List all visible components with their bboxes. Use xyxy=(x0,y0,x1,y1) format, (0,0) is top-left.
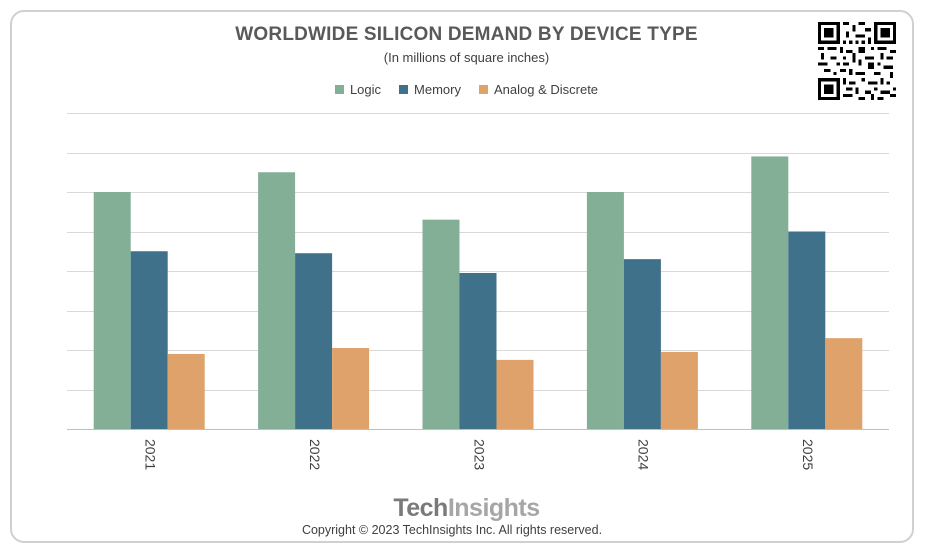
x-tick-label-2024: 2024 xyxy=(636,439,652,470)
bar-analog-discrete-2023 xyxy=(496,359,534,429)
chart-subtitle: (In millions of square inches) xyxy=(383,50,550,65)
legend-swatch-memory xyxy=(399,85,409,94)
x-tick-label-2022: 2022 xyxy=(307,439,323,470)
bars xyxy=(93,156,863,429)
bar-analog-discrete-2021 xyxy=(167,353,205,429)
bar-memory-2024 xyxy=(623,259,661,429)
bar-analog-discrete-2022 xyxy=(332,348,370,429)
brand-insights: Insights xyxy=(447,494,540,522)
legend-swatch-analog-discrete xyxy=(478,85,488,94)
bar-logic-2022 xyxy=(258,172,296,429)
copyright-text: Copyright © 2023 TechInsights Inc. All r… xyxy=(301,523,603,537)
techinsights-logo: TechInsights xyxy=(0,494,933,523)
bar-logic-2023 xyxy=(422,219,460,429)
chart-legend: Logic Memory Analog & Discrete xyxy=(0,82,933,97)
chart-title: WORLDWIDE SILICON DEMAND BY DEVICE TYPE xyxy=(235,24,698,45)
legend-item-analog-discrete: Analog & Discrete xyxy=(478,82,599,97)
x-tick-label-2025: 2025 xyxy=(800,439,816,470)
x-tick-label-2021: 2021 xyxy=(142,439,158,470)
bar-logic-2021 xyxy=(93,192,131,429)
legend-item-memory: Memory xyxy=(399,82,461,97)
bar-logic-2025 xyxy=(751,156,789,429)
x-axis-labels: 2021 2022 2023 2024 2025 xyxy=(142,439,816,470)
legend-label-logic: Logic xyxy=(349,82,382,97)
bar-memory-2021 xyxy=(130,251,168,429)
bar-memory-2022 xyxy=(295,253,333,429)
legend-item-logic: Logic xyxy=(334,82,382,97)
bar-analog-discrete-2024 xyxy=(660,351,698,429)
legend-swatch-logic xyxy=(334,85,344,94)
x-tick-label-2023: 2023 xyxy=(471,439,487,470)
bar-memory-2023 xyxy=(459,272,497,429)
brand-tech: Tech xyxy=(393,494,448,522)
legend-label-analog-discrete: Analog & Discrete xyxy=(493,82,599,97)
bar-memory-2025 xyxy=(788,231,826,429)
bar-logic-2024 xyxy=(586,192,624,429)
legend-label-memory: Memory xyxy=(414,82,461,97)
bar-analog-discrete-2025 xyxy=(825,338,863,429)
qr-code-icon[interactable] xyxy=(818,22,896,100)
